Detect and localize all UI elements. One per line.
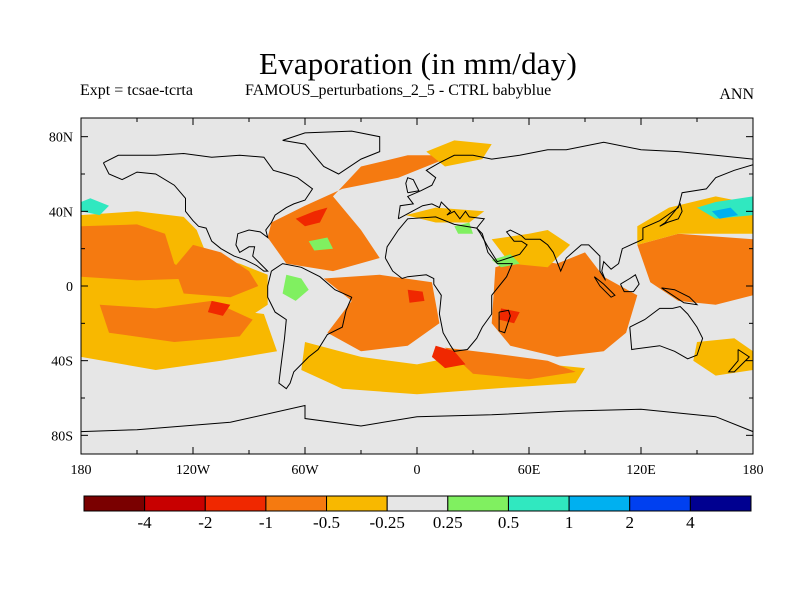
x-tick-label: 60W <box>291 463 319 478</box>
x-tick-label: 0 <box>414 463 421 478</box>
x-tick-label: 120E <box>626 463 656 478</box>
region-med-0-25 <box>405 207 485 223</box>
region-indian-ocean-0-5 <box>491 252 638 357</box>
y-tick-label: 80S <box>51 429 73 444</box>
y-tick-label: 0 <box>66 280 73 295</box>
region-gulf-stream-1 <box>295 207 328 227</box>
region-agulhas-1 <box>431 345 466 369</box>
coastline-new-zealand <box>727 349 751 373</box>
colorbar-swatch <box>507 495 570 512</box>
map-layer <box>81 130 753 433</box>
colorbar-swatch <box>447 495 509 512</box>
coastline-uk <box>405 177 420 194</box>
coastline-australia <box>629 305 704 360</box>
region-indian-1 <box>499 308 520 324</box>
colorbar-swatch <box>689 495 752 512</box>
colorbar-swatch <box>629 495 691 512</box>
region-w-pacific-0-5 <box>637 233 753 305</box>
colorbar-swatch <box>265 495 328 512</box>
region-tasman-0-25 <box>693 338 753 376</box>
colorbar-swatch <box>144 495 206 512</box>
x-tick-label: 180 <box>71 463 92 478</box>
coastline-africa <box>384 216 513 352</box>
colorbar-swatch <box>568 495 631 512</box>
colorbar-label: -0.25 <box>369 513 404 532</box>
x-tick-label: 180 <box>743 463 764 478</box>
coastline-japan <box>659 202 683 227</box>
colorbar-label: 0.25 <box>433 513 463 532</box>
coastline-north-america <box>102 152 314 272</box>
coastline-south-america <box>267 263 353 390</box>
colorbar-swatch <box>326 495 388 512</box>
colorbar-label: 4 <box>686 513 695 532</box>
region-s-indian-0-5 <box>445 347 576 380</box>
colorbar-swatch <box>83 495 146 512</box>
colorbar-label: -1 <box>259 513 273 532</box>
season-label: ANN <box>719 86 754 103</box>
coastline-eurasia <box>397 141 753 281</box>
colorbar-label: -0.5 <box>313 513 340 532</box>
coastline-borneo <box>620 274 640 293</box>
region-nw-pacific-blue <box>711 207 739 219</box>
colorbar-label: -2 <box>198 513 212 532</box>
x-tick-label: 120W <box>176 463 211 478</box>
coastline-madagascar <box>498 309 511 334</box>
y-tick-label: 80N <box>49 131 73 146</box>
coastline-greenland <box>282 130 381 175</box>
colorbar-swatch <box>386 495 449 512</box>
region-s-atlantic-0-25 <box>301 342 585 395</box>
region-nordic-0-25 <box>426 140 492 167</box>
coastline-sumatra <box>593 276 616 298</box>
region-s-atlantic-1 <box>407 289 425 303</box>
region-n-pacific-0-5 <box>81 224 193 281</box>
y-tick-label: 40N <box>49 205 73 220</box>
y-tick-label: 40S <box>51 355 73 370</box>
run-label: FAMOUS_perturbations_2_5 - CTRL babyblue <box>245 82 552 99</box>
coastline-new-guinea <box>661 287 699 306</box>
coastline-antarctica <box>81 404 753 433</box>
region-nw-pacific-cyan <box>697 196 753 219</box>
x-tick-label: 60E <box>518 463 541 478</box>
colorbar-label: -4 <box>138 513 153 532</box>
region-amazon-green <box>282 274 309 301</box>
region-e-pacific-1 <box>207 300 231 316</box>
region-e-pacific-0-5 <box>174 244 259 298</box>
colorbar-label: 0.5 <box>498 513 519 532</box>
region-labrador-green <box>308 237 333 251</box>
chart-title: Evaporation (in mm/day) <box>259 46 577 81</box>
experiment-label: Expt = tcsae-tcrta <box>80 82 193 99</box>
colorbar-label: 1 <box>565 513 574 532</box>
colorbar-label: 2 <box>625 513 634 532</box>
colorbar-swatch <box>204 495 267 512</box>
